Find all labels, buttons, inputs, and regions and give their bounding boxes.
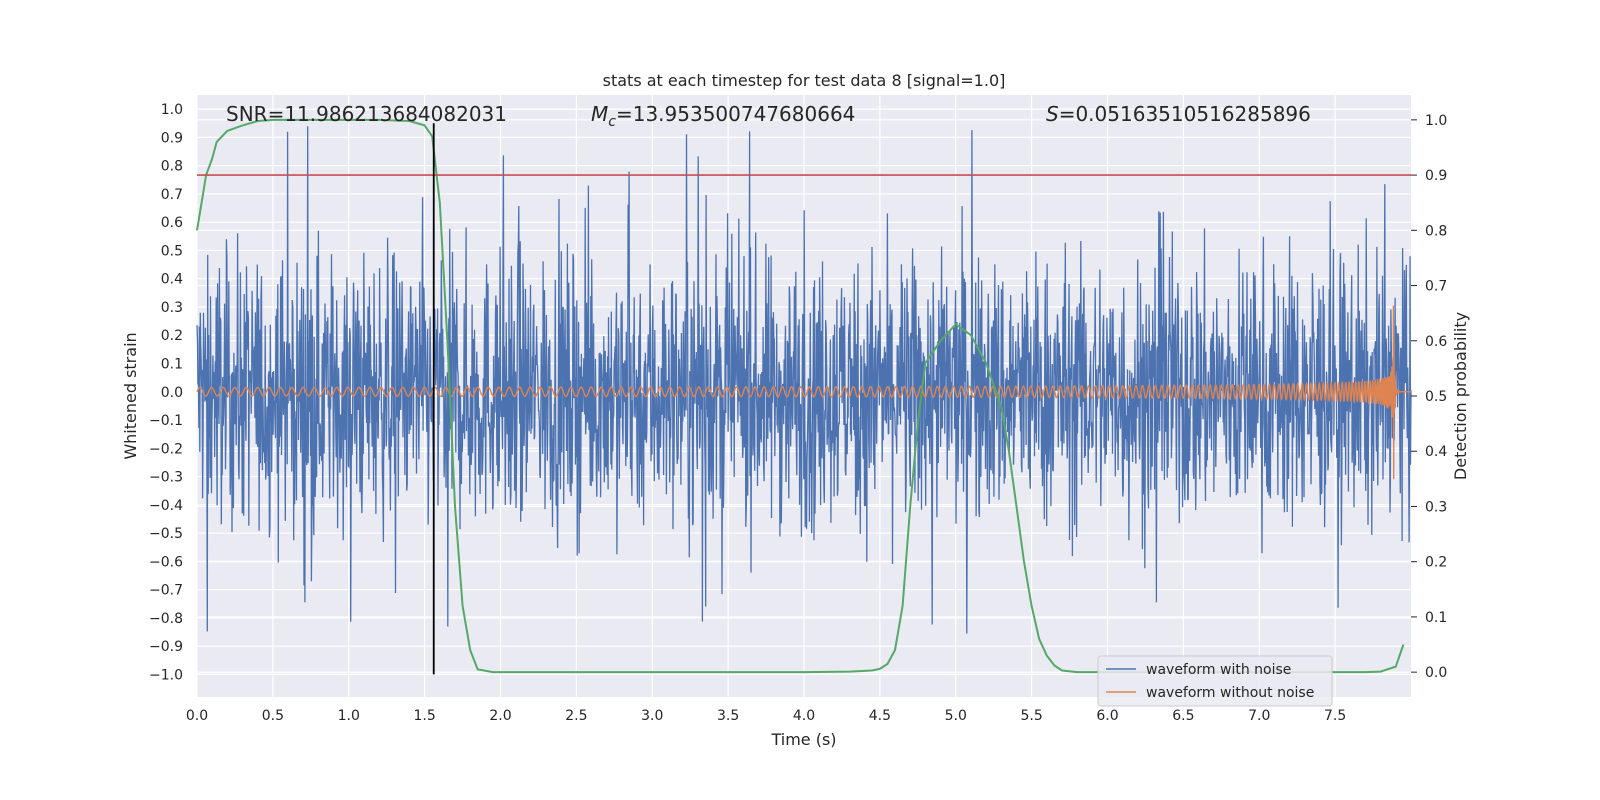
x-tick-label: 3.0 xyxy=(641,708,663,724)
y-tick-label-right: 1.0 xyxy=(1425,113,1447,129)
x-tick-label: 5.5 xyxy=(1020,708,1042,724)
y-tick-label-left: −0.8 xyxy=(149,611,183,627)
y-tick-label-left: −0.7 xyxy=(149,583,183,599)
y-tick-label-left: 0.6 xyxy=(161,215,183,231)
series-waveform-without-noise xyxy=(196,305,1411,480)
y-tick-label-right: 0.7 xyxy=(1425,279,1447,295)
y-axis-left-label: Whitened strain xyxy=(121,332,140,459)
x-tick-label: 2.0 xyxy=(489,708,511,724)
y-tick-label-left: 0.8 xyxy=(161,159,183,175)
y-tick-label-left: 0.2 xyxy=(161,328,183,344)
y-tick-label-left: 0.9 xyxy=(161,130,183,146)
x-tick-label: 0.0 xyxy=(186,708,208,724)
x-tick-label: 7.5 xyxy=(1324,708,1346,724)
y-tick-label-left: 1.0 xyxy=(161,102,183,118)
y-tick-label-left: 0.1 xyxy=(161,356,183,372)
probability-line xyxy=(196,118,1405,674)
y-tick-label-right: 0.5 xyxy=(1425,389,1447,405)
x-tick-label: 3.5 xyxy=(717,708,739,724)
series-waveform-with-noise xyxy=(196,126,1412,634)
y-tick-label-left: −0.6 xyxy=(149,554,183,570)
y-tick-label-left: 0.4 xyxy=(161,272,183,288)
legend-box xyxy=(1097,655,1333,707)
x-tick-label: 4.5 xyxy=(869,708,891,724)
y-tick-label-left: −0.5 xyxy=(149,526,183,542)
y-tick-label-right: 0.6 xyxy=(1425,334,1447,350)
y-tick-label-left: 0.7 xyxy=(161,187,183,203)
x-tick-label: 1.0 xyxy=(338,708,360,724)
y-axis-right-label: Detection probability xyxy=(1451,312,1470,480)
y-tick-label-left: −0.9 xyxy=(149,639,183,655)
y-tick-label-right: 0.1 xyxy=(1425,610,1447,626)
x-tick-label: 2.5 xyxy=(565,708,587,724)
y-tick-label-right: 0.3 xyxy=(1425,499,1447,515)
x-tick-label: 6.5 xyxy=(1172,708,1194,724)
x-tick-label: 0.5 xyxy=(262,708,284,724)
y-tick-label-left: −0.3 xyxy=(149,470,183,486)
annotation-snr: SNR=11.986213684082031 xyxy=(226,102,507,126)
y-tick-label-left: −0.4 xyxy=(149,498,183,514)
y-tick-label-right: 0.9 xyxy=(1425,168,1447,184)
legend-entry-noise: waveform with noise xyxy=(1146,662,1291,678)
legend-entry-clean: waveform without noise xyxy=(1146,685,1314,701)
y-tick-label-left: 0.0 xyxy=(161,385,183,401)
y-tick-label-left: 0.3 xyxy=(161,300,183,316)
y-axis-right-ticks: 1.0 0.9 0.8 0.7 0.6 0.5 0.4 0.3 0.2 0.1 0.0 xyxy=(1411,113,1447,681)
y-tick-label-right: 0.8 xyxy=(1425,223,1447,239)
annotations: SNR=11.986213684082031 Mc=13.95350074768… xyxy=(226,102,1311,130)
x-axis-label: Time (s) xyxy=(770,730,836,749)
x-tick-label: 7.0 xyxy=(1248,708,1270,724)
y-tick-label-left: −0.2 xyxy=(149,441,183,457)
annotation-s: S=0.05163510516285896 xyxy=(1046,102,1311,126)
x-tick-label: 6.0 xyxy=(1096,708,1118,724)
y-tick-label-left: −1.0 xyxy=(149,667,183,683)
y-tick-label-right: 0.0 xyxy=(1425,665,1447,681)
y-axis-left-ticks: 1.0 0.9 0.8 0.7 0.6 0.5 0.4 0.3 0.2 0.1 0.0 −0.1 −0.… xyxy=(149,102,183,683)
x-axis-ticks: 0.0 0.5 1.0 1.5 2.0 2.5 3.0 3.5 4.0 4.5 5.0 5.5 6.0 6… xyxy=(186,708,1346,724)
plot-content xyxy=(196,118,1412,675)
y-tick-label-right: 0.4 xyxy=(1425,444,1447,460)
x-tick-label: 1.5 xyxy=(413,708,435,724)
markers xyxy=(197,123,1411,675)
y-tick-label-right: 0.2 xyxy=(1425,555,1447,571)
annotation-chirp-mass: Mc=13.953500747680664 xyxy=(591,102,855,130)
noise-waveform-line xyxy=(196,126,1412,634)
legend: waveform with noise waveform without noi… xyxy=(1097,655,1333,707)
x-tick-label: 5.0 xyxy=(945,708,967,724)
x-tick-label: 4.0 xyxy=(793,708,815,724)
series-detection-probability xyxy=(196,118,1405,674)
y-tick-label-left: −0.1 xyxy=(149,413,183,429)
y-tick-label-left: 0.5 xyxy=(161,243,183,259)
clean-waveform-line xyxy=(196,305,1411,480)
chart-title: stats at each timestep for test data 8 [… xyxy=(603,71,1006,90)
